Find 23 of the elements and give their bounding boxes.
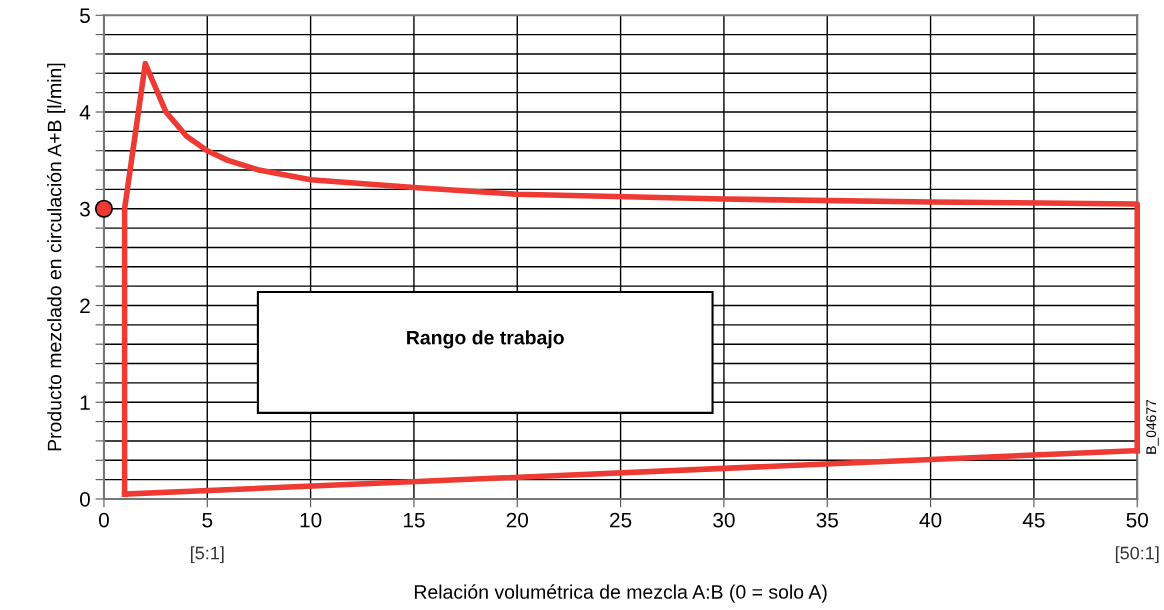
y-tick-label: 2 [80,298,90,314]
y-tick-label: 1 [80,395,90,410]
y-axis-title: Producto mezclado en circulación A+B [l/min] [46,63,66,451]
x-tick-label: 35 [816,512,838,528]
x-tick-label: 20 [506,512,529,528]
text: [5:1] [191,546,224,564]
x-tick-label: 45 [1022,512,1045,528]
x-tick-label: 25 [610,512,632,528]
x-tick-label: 30 [713,512,735,528]
x-axis-title: Relación volumétrica de mezcla A:B (0 = solo A) [414,584,827,603]
x-tick-label: 40 [919,512,942,528]
x-tick-label: 10 [300,512,322,528]
text: B_04677 [1146,399,1159,454]
text: [50:1] [1115,546,1159,564]
x-tick-label: 15 [403,512,425,528]
y-tick-label: 5 [80,8,90,23]
x-tick-label: 5 [202,512,213,528]
y-tick-label: 3 [79,201,90,217]
y-tick-label: 0 [79,491,90,507]
y-tick-label: 4 [79,105,91,120]
x-tick-label: 0 [98,512,109,528]
annotation: Rango de trabajo [407,330,564,349]
x-tick-label: 50 [1126,512,1148,528]
